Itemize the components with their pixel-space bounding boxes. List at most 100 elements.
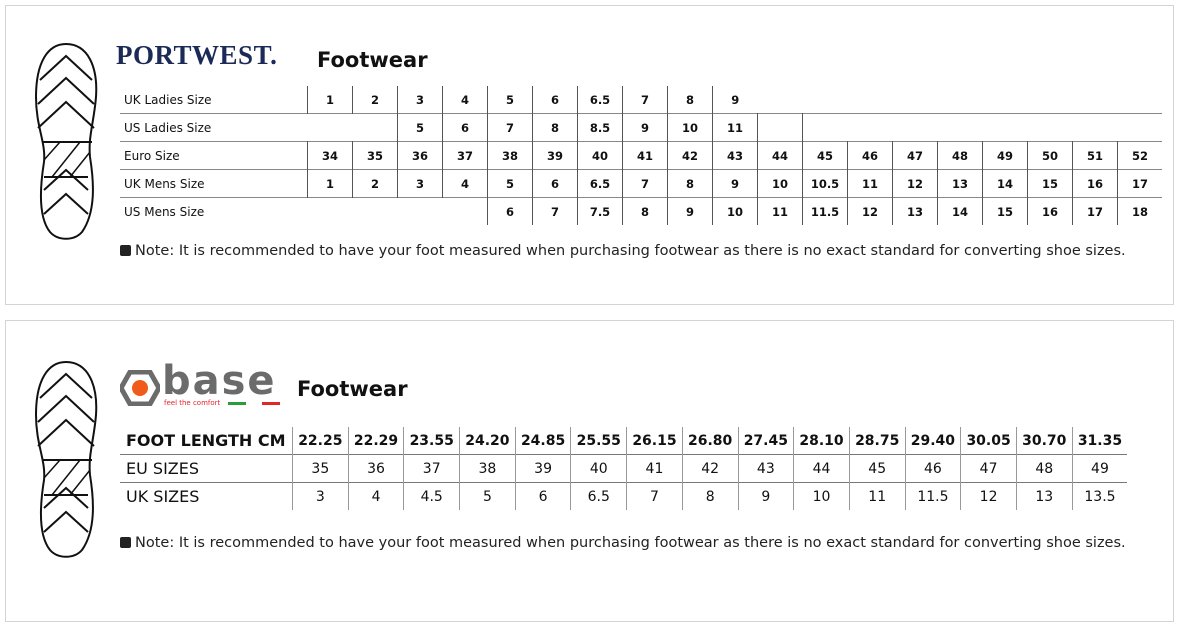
flag-red	[262, 402, 280, 405]
base-size-table: FOOT LENGTH CM 22.25 22.29 23.55 24.20 24.85 2…	[120, 427, 1128, 510]
table-cell: 2	[352, 86, 398, 114]
table-cell	[803, 86, 848, 114]
portwest-size-table: UK Ladies Size 1 2 3 4 5 6 6.5 7 8 9 US Ladies Size…	[120, 86, 1162, 225]
table-cell: 30.05	[960, 427, 1017, 455]
checkbox-icon	[120, 245, 131, 256]
table-cell: 11	[712, 113, 758, 142]
table-cell: 13	[1015, 482, 1073, 510]
shoe-sole-icon	[34, 360, 98, 558]
table-cell: 17	[1072, 197, 1118, 225]
table-cell: 37	[403, 454, 460, 483]
row-label: US Mens Size	[124, 204, 205, 219]
table-cell: 9	[667, 197, 713, 225]
table-cell: 11	[847, 169, 893, 198]
table-cell: 28.10	[793, 427, 850, 455]
table-cell: 46	[847, 141, 893, 170]
table-cell: 9	[737, 482, 794, 510]
table-cell: 25.55	[570, 427, 627, 455]
table-cell	[848, 86, 893, 114]
table-cell: 7	[487, 113, 533, 142]
row-label: UK SIZES	[126, 487, 200, 506]
table-cell: 3	[292, 482, 349, 510]
table-cell: 5	[459, 482, 516, 510]
table-cell	[1028, 114, 1073, 142]
table-cell: 9	[622, 113, 668, 142]
table-cell: 8.5	[577, 113, 623, 142]
table-cell: 47	[892, 141, 938, 170]
table-cell: 6.5	[577, 86, 623, 114]
table-cell	[938, 86, 983, 114]
table-cell	[802, 113, 848, 142]
table-cell: 8	[667, 169, 713, 198]
table-cell: 8	[622, 197, 668, 225]
table-cell	[353, 114, 398, 142]
table-cell: 15	[1027, 169, 1073, 198]
row-label: UK Mens Size	[124, 176, 205, 191]
table-cell: 52	[1117, 141, 1162, 170]
table-cell	[893, 114, 938, 142]
table-cell: 10.5	[802, 169, 848, 198]
table-cell: 22.25	[292, 427, 349, 455]
table-cell: 8	[667, 86, 713, 114]
table-cell: 5	[487, 86, 533, 114]
checkbox-icon	[120, 537, 131, 548]
table-cell: 41	[626, 454, 683, 483]
table-row: UK Ladies Size 1 2 3 4 5 6 6.5 7 8 9	[120, 86, 1162, 114]
table-cell: 29.40	[904, 427, 961, 455]
table-cell: 14	[937, 197, 983, 225]
table-cell: 43	[712, 141, 758, 170]
table-cell: 7	[622, 86, 668, 114]
table-cell: 31.35	[1071, 427, 1128, 455]
table-cell: 36	[397, 141, 443, 170]
table-cell: 24.20	[459, 427, 516, 455]
table-cell: 44	[793, 454, 850, 483]
table-cell: 26.80	[681, 427, 738, 455]
table-cell: 16	[1072, 169, 1118, 198]
table-cell: 12	[847, 197, 893, 225]
table-cell: 46	[904, 454, 961, 483]
table-cell: 15	[982, 197, 1028, 225]
table-cell: 7	[622, 169, 668, 198]
table-row: UK SIZES 3 4 4.5 5 6 6.5 7 8 9 10 11 11.5 12 13 13.5	[120, 482, 1128, 510]
table-cell	[983, 86, 1028, 114]
table-cell	[398, 198, 443, 226]
table-row: EU SIZES 35 36 37 38 39 40 41 42 43 44 45 46 47 48 49	[120, 454, 1128, 483]
table-cell: 39	[532, 141, 578, 170]
note-text: Note: It is recommended to have your foo…	[135, 535, 1126, 551]
table-cell: 6	[514, 482, 571, 510]
table-cell: 3	[397, 169, 443, 198]
flag-green	[228, 402, 246, 405]
table-cell: 45	[802, 141, 848, 170]
table-cell: 7	[532, 197, 578, 225]
table-cell	[1118, 86, 1163, 114]
table-cell: 14	[982, 169, 1028, 198]
table-cell: 48	[937, 141, 983, 170]
table-cell: 27.45	[737, 427, 794, 455]
table-cell: 30.70	[1015, 427, 1073, 455]
table-row: Euro Size 34 35 36 37 38 39 40 41 42 43 44 45 46 47 48 4…	[120, 141, 1162, 170]
table-cell: 40	[570, 454, 627, 483]
table-cell: 2	[352, 169, 398, 198]
table-cell: 35	[292, 454, 349, 483]
table-cell	[757, 113, 803, 142]
table-cell: 48	[1015, 454, 1073, 483]
table-cell: 28.75	[848, 427, 906, 455]
table-cell: 12	[892, 169, 938, 198]
table-cell: 44	[757, 141, 803, 170]
table-cell: 1	[307, 169, 353, 198]
table-cell: 38	[459, 454, 516, 483]
table-cell: 40	[577, 141, 623, 170]
table-cell: 6	[487, 197, 533, 225]
table-cell	[308, 198, 353, 226]
table-cell: 5	[487, 169, 533, 198]
base-logo: base feel the comfort	[118, 358, 285, 410]
table-cell: 34	[307, 141, 353, 170]
table-cell: 9	[712, 169, 758, 198]
table-cell: 11	[757, 197, 803, 225]
table-cell: 10	[757, 169, 803, 198]
table-cell: 7	[626, 482, 683, 510]
table-cell: 9	[712, 86, 758, 114]
table-cell: 42	[681, 454, 738, 483]
shoe-sole-icon	[34, 42, 98, 240]
portwest-logo: PORTWEST.	[116, 40, 278, 70]
